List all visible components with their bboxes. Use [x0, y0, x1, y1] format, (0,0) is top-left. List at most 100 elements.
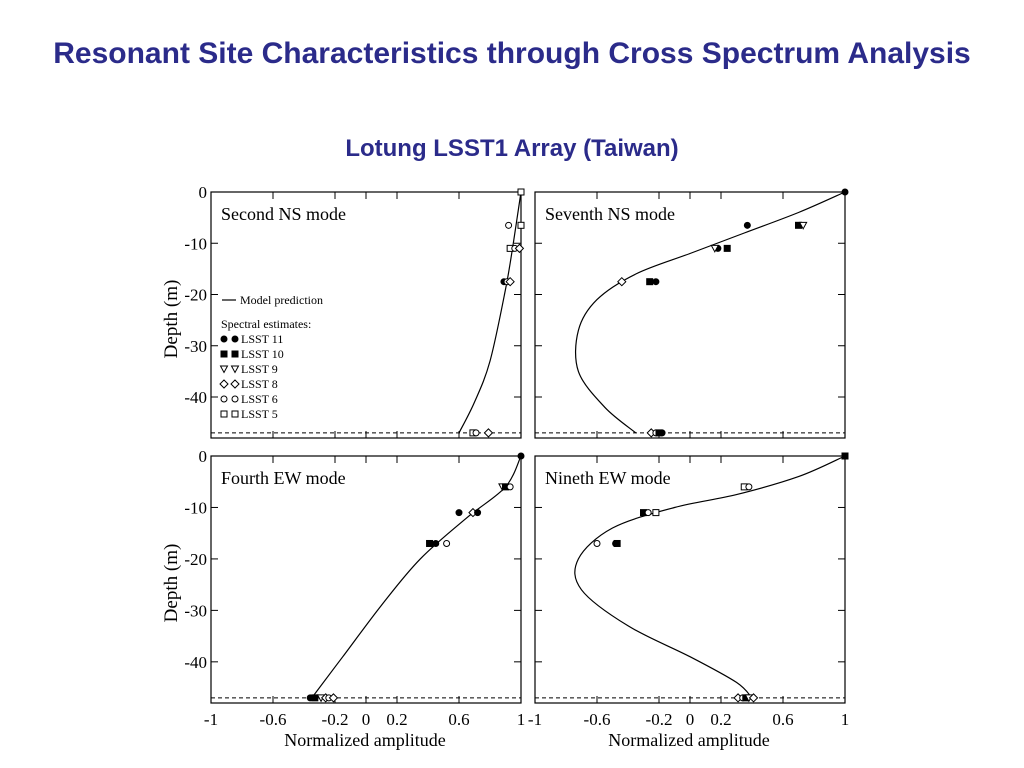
data-point: [652, 278, 660, 286]
y-tick-label: -10: [184, 498, 207, 517]
data-point: [743, 221, 751, 229]
legend-item-label: LSST 11: [241, 332, 283, 346]
legend-marker: [220, 395, 228, 403]
data-point: [483, 428, 494, 438]
data-point: [517, 452, 525, 460]
x-tick-label: -1: [528, 710, 542, 729]
legend-marker: [231, 350, 239, 358]
y-tick-label: -40: [184, 388, 207, 407]
data-point: [644, 509, 652, 517]
data-point: [798, 221, 808, 230]
panel-2: Seventh NS mode: [534, 188, 849, 439]
y-tick-label: -30: [184, 601, 207, 620]
data-point: [311, 694, 319, 702]
x-tick-label: -1: [204, 710, 218, 729]
data-point: [617, 276, 627, 287]
data-point: [472, 429, 480, 437]
panel-4: -1 -0.6 -0.2 0 0.2 0.6 1 Nineth EW mode: [528, 452, 850, 729]
legend-marker: [220, 335, 228, 343]
panel-title: Seventh NS mode: [545, 204, 675, 224]
y-axis-label-top: Depth (m): [161, 280, 182, 359]
y-tick-label: -20: [184, 550, 207, 569]
x-axis-label-left: Normalized amplitude: [284, 730, 445, 750]
data-point: [745, 483, 753, 491]
panel-frame: [534, 455, 846, 704]
x-tick-label: -0.6: [584, 710, 611, 729]
data-point: [658, 429, 666, 437]
legend-marker: [220, 410, 228, 418]
x-axis-label-right: Normalized amplitude: [608, 730, 769, 750]
panel-frame: [534, 191, 846, 439]
model-curve: [311, 455, 522, 699]
data-point: [517, 221, 525, 229]
legend-item-label: LSST 10: [241, 347, 284, 361]
data-point: [517, 188, 525, 196]
model-curve: [458, 191, 522, 434]
legend-item-label: LSST 9: [241, 362, 278, 376]
y-tick-label: -40: [184, 653, 207, 672]
y-tick-label: -30: [184, 337, 207, 356]
legend-marker: [230, 379, 240, 389]
x-tick-label: 0.6: [448, 710, 469, 729]
y-tick-label: -10: [184, 234, 207, 253]
x-tick-label: 0.2: [710, 710, 731, 729]
data-point: [514, 243, 525, 254]
legend-item: LSST 9: [219, 362, 278, 376]
legend-marker: [231, 335, 239, 343]
model-curve: [574, 191, 846, 434]
x-tick-label: 0.6: [772, 710, 793, 729]
data-point: [841, 452, 849, 460]
x-tick-label: 1: [841, 710, 850, 729]
data-point: [455, 509, 463, 517]
legend-marker: [230, 365, 240, 374]
data-point: [506, 483, 514, 491]
legend-marker: [231, 410, 239, 418]
data-point: [841, 188, 849, 196]
legend-model-label: Model prediction: [240, 293, 323, 307]
data-point: [748, 693, 759, 703]
data-point: [646, 278, 654, 286]
panel-1: 0 -10 -20 -30 -40 Second NS mode: [184, 183, 525, 439]
x-tick-label: -0.6: [260, 710, 287, 729]
data-point: [432, 539, 440, 547]
y-tick-label: -20: [184, 286, 207, 305]
legend-item-label: LSST 6: [241, 392, 278, 406]
panel-3: 0 -10 -20 -30 -40 -1 -0.6 -0.2 0 0.2 0.6 1 Fourth EW…: [184, 447, 525, 729]
legend-marker: [220, 350, 228, 358]
panel-title: Nineth EW mode: [545, 468, 671, 488]
slide-subtitle: Lotung LSST1 Array (Taiwan): [345, 135, 679, 162]
y-tick-label: 0: [199, 447, 208, 466]
data-point: [426, 539, 434, 547]
legend-item: LSST 8: [219, 377, 278, 391]
panel-title: Second NS mode: [221, 204, 346, 224]
legend-item: LSST 5: [220, 407, 278, 421]
data-point: [505, 276, 515, 287]
legend-item-label: LSST 5: [241, 407, 278, 421]
data-point: [593, 539, 601, 547]
x-tick-label: 0: [362, 710, 371, 729]
x-tick-label: 0.2: [386, 710, 407, 729]
legend-item: LSST 10: [220, 347, 284, 361]
x-tick-label: 0: [686, 710, 695, 729]
data-point: [328, 693, 339, 703]
data-point: [723, 244, 731, 252]
data-point: [652, 509, 660, 517]
legend-item: LSST 6: [220, 392, 278, 406]
panel-title: Fourth EW mode: [221, 468, 346, 488]
model-curve: [574, 455, 846, 699]
data-point: [613, 539, 621, 547]
legend-item: LSST 11: [220, 332, 283, 346]
legend-spectral-header: Spectral estimates:: [221, 317, 311, 331]
legend-marker: [231, 395, 239, 403]
data-point: [443, 539, 451, 547]
legend-marker: [219, 365, 229, 374]
panel-frame: [210, 455, 522, 704]
legend-item-label: LSST 8: [241, 377, 278, 391]
x-tick-label: -0.2: [322, 710, 349, 729]
x-tick-label: -0.2: [646, 710, 673, 729]
data-point: [710, 244, 720, 253]
data-point: [505, 221, 513, 229]
legend: Model prediction Spectral estimates: LSS…: [219, 293, 323, 421]
y-axis-label-bottom: Depth (m): [161, 544, 182, 623]
